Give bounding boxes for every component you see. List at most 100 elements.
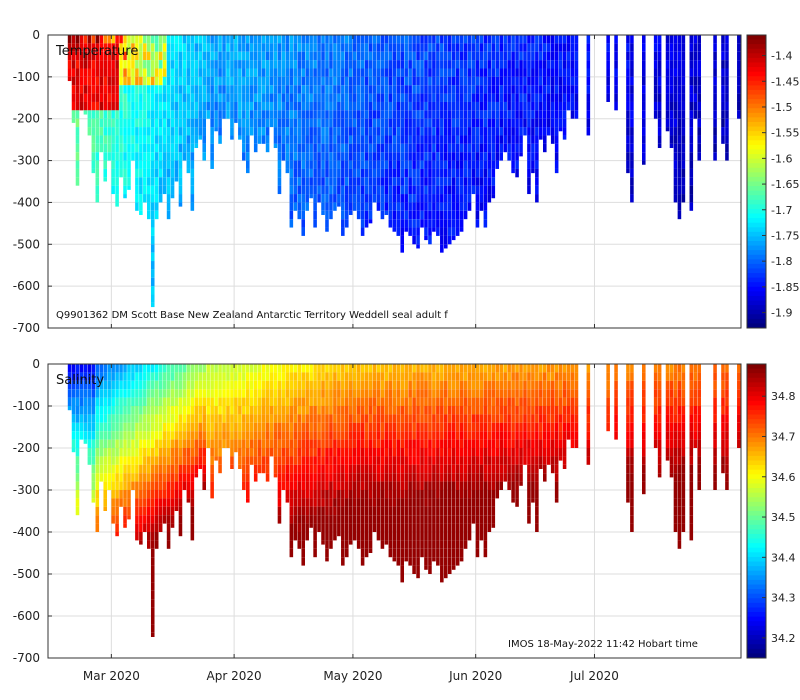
sal-profile-cell	[170, 498, 175, 507]
sal-profile-cell	[83, 422, 88, 432]
temp-profile-cell	[356, 194, 361, 203]
temp-profile-cell	[412, 202, 416, 211]
temp-profile-cell	[570, 68, 575, 77]
temp-profile-cell	[301, 210, 306, 220]
temp-profile-cell	[499, 60, 504, 69]
temp-profile-cell	[309, 93, 313, 102]
sal-profile-cell	[337, 481, 341, 490]
sal-profile-cell	[372, 397, 377, 406]
sal-profile-cell	[436, 414, 440, 423]
temp-profile-cell	[404, 152, 408, 161]
temp-profile-cell	[447, 219, 452, 228]
temp-profile-cell	[511, 135, 515, 144]
temp-profile-cell	[459, 202, 464, 211]
sal-profile-cell	[139, 506, 143, 516]
temp-profile-cell	[226, 43, 230, 52]
sal-profile-cell	[222, 431, 226, 440]
temp-profile	[630, 35, 634, 203]
sal-profile-cell	[309, 473, 313, 482]
sal-profile-cell	[186, 431, 191, 440]
sal-profile-cell	[404, 431, 408, 440]
sal-profile-cell	[127, 439, 131, 448]
temp-profile-cell	[471, 110, 476, 119]
temp-colorbar-step	[747, 314, 766, 320]
temp-profile-cell	[305, 68, 309, 77]
temp-profile	[178, 35, 183, 207]
temp-profile-cell	[380, 43, 385, 52]
temp-profile-cell	[83, 85, 88, 94]
sal-profile-cell	[333, 364, 337, 373]
temp-profile-cell	[451, 194, 456, 203]
sal-profile-cell	[329, 364, 333, 373]
sal-profile-cell	[412, 380, 416, 390]
sal-profile-cell	[186, 380, 191, 390]
temp-profile-cell	[642, 110, 646, 119]
temp-profile-cell	[479, 143, 484, 153]
temp-profile-cell	[214, 110, 218, 119]
temp-profile-cell	[570, 60, 575, 69]
temp-profile-cell	[499, 101, 504, 111]
temp-profile-cell	[277, 168, 282, 178]
sal-profile	[447, 364, 452, 574]
temp-profile-cell	[265, 85, 270, 94]
temp-profile-cell	[721, 60, 725, 69]
temp-profile-cell	[432, 127, 436, 136]
sal-profile-cell	[253, 364, 258, 373]
temp-profile-cell	[135, 152, 139, 161]
temp-profile-cell	[341, 160, 345, 169]
temp-profile	[214, 35, 218, 132]
temp-profile-cell	[313, 110, 317, 119]
temp-profile-cell	[253, 85, 258, 94]
temp-profile-cell	[539, 60, 543, 69]
temp-profile	[681, 35, 686, 203]
sal-profile-cell	[238, 439, 242, 448]
temp-colorbar-label: -1.55	[771, 127, 799, 140]
temp-profile-cell	[614, 35, 618, 44]
temp-profile-cell	[321, 35, 325, 44]
temp-profile-cell	[499, 93, 504, 102]
sal-profile-cell	[123, 481, 127, 490]
temp-profile	[67, 35, 72, 82]
temp-profile-cell	[574, 60, 579, 69]
temp-profile-cell	[289, 85, 294, 94]
temp-profile-cell	[392, 227, 397, 232]
sal-profile-cell	[83, 380, 88, 390]
sal-profile-cell	[313, 380, 317, 390]
temp-profile-cell	[170, 143, 175, 153]
sal-profile-cell	[356, 532, 361, 541]
sal-profile-cell	[174, 506, 179, 511]
temp-profile-cell	[91, 101, 96, 111]
sal-profile-cell	[317, 523, 321, 532]
temp-profile-cell	[99, 51, 104, 61]
sal-profile-cell	[424, 380, 428, 390]
temp-profile-cell	[107, 110, 111, 119]
temp-profile-cell	[317, 160, 321, 169]
temp-profile-cell	[566, 35, 571, 44]
temp-profile	[455, 35, 460, 236]
sal-profile-cell	[246, 448, 250, 457]
temp-profile-cell	[677, 101, 682, 111]
temp-profile-cell	[483, 35, 488, 44]
sal-profile-cell	[269, 380, 274, 390]
sal-profile-cell	[285, 431, 290, 440]
sal-profile	[459, 364, 464, 562]
temp-profile-cell	[388, 177, 393, 186]
sal-profile-cell	[123, 422, 127, 432]
temp-profile-cell	[143, 194, 147, 203]
sal-profile-cell	[273, 372, 278, 381]
temp-profile-cell	[277, 43, 282, 52]
sal-profile-cell	[158, 422, 163, 432]
temp-profile-cell	[337, 202, 341, 207]
temp-profile-cell	[396, 85, 401, 94]
sal-profile-cell	[420, 532, 424, 541]
sal-profile-cell	[345, 448, 349, 457]
temp-profile-cell	[341, 177, 345, 186]
sal-profile-cell	[388, 506, 393, 516]
temp-profile	[289, 35, 294, 228]
sal-profile-cell	[459, 414, 464, 423]
sal-profile-cell	[313, 422, 317, 432]
sal-profile-cell	[424, 431, 428, 440]
sal-profile-cell	[451, 490, 456, 499]
temp-profile-cell	[226, 51, 230, 61]
temp-profile-cell	[119, 51, 123, 61]
